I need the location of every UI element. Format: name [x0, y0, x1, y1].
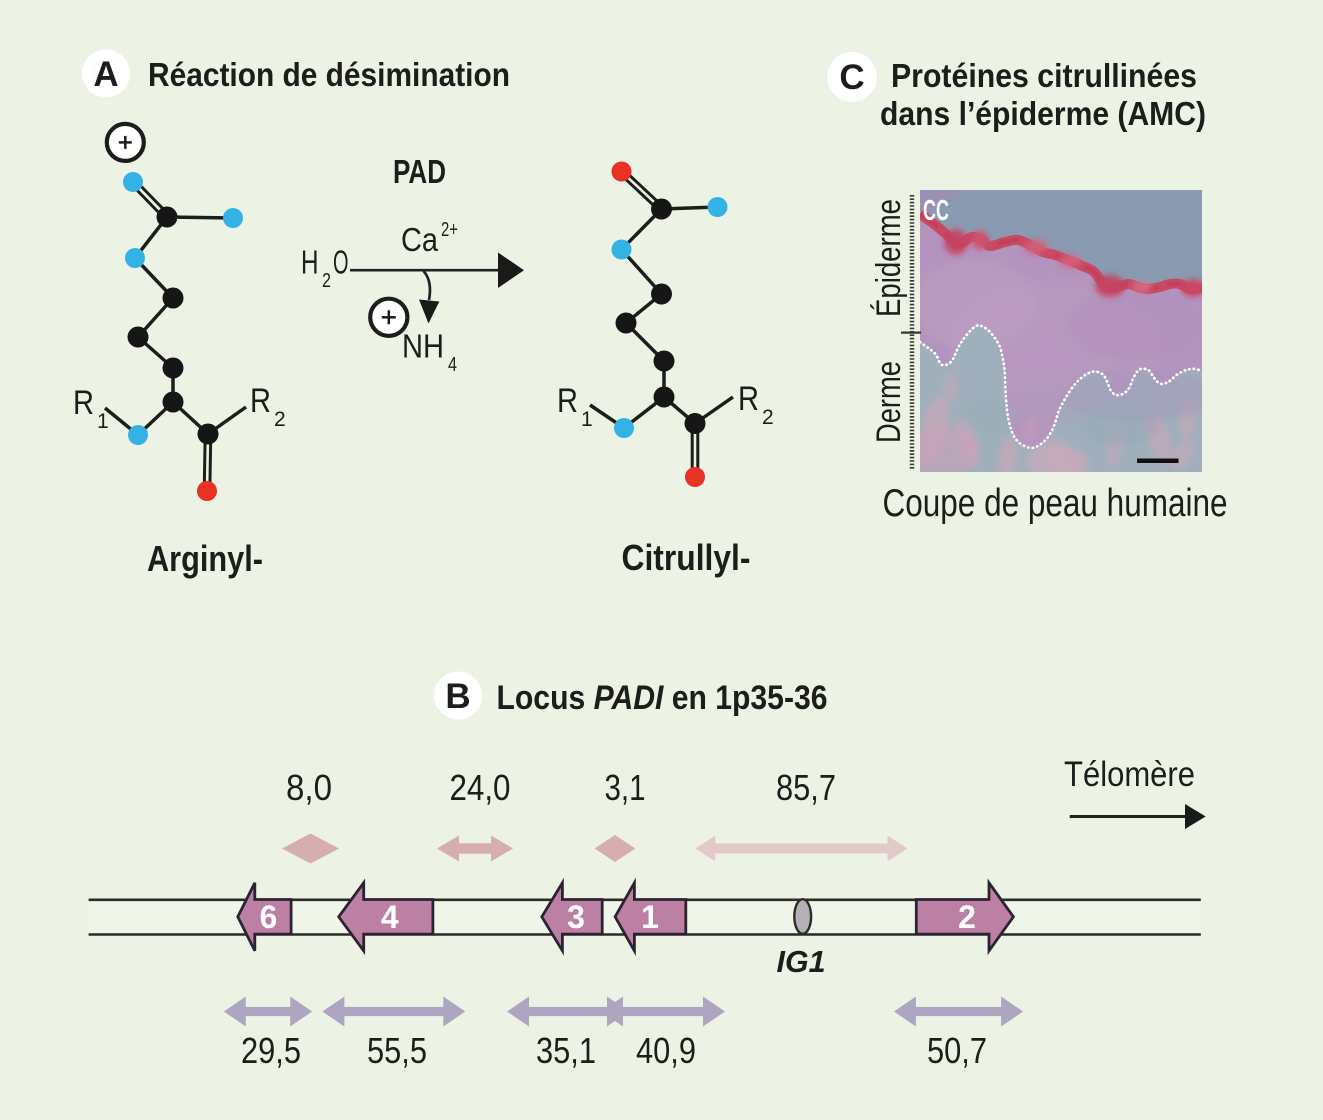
svg-text:4: 4	[448, 354, 457, 376]
svg-text:29,5: 29,5	[241, 1030, 301, 1071]
svg-text:Arginyl-: Arginyl-	[147, 538, 263, 579]
svg-text:50,7: 50,7	[927, 1030, 987, 1071]
svg-text:C: C	[839, 58, 864, 97]
svg-text:24,0: 24,0	[450, 767, 511, 808]
svg-text:PAD: PAD	[393, 153, 446, 190]
svg-text:Ca: Ca	[401, 221, 439, 258]
svg-text:2: 2	[762, 406, 774, 429]
svg-text:R: R	[738, 380, 759, 418]
svg-text:2+: 2+	[441, 219, 458, 241]
svg-text:55,5: 55,5	[367, 1030, 427, 1071]
svg-text:A: A	[93, 55, 118, 94]
svg-text:3,1: 3,1	[605, 767, 646, 808]
svg-text:2: 2	[322, 270, 331, 292]
svg-text:85,7: 85,7	[776, 767, 836, 808]
svg-text:3: 3	[567, 899, 585, 935]
svg-text:R: R	[73, 384, 94, 422]
svg-text:Locus PADI en 1p35-36: Locus PADI en 1p35-36	[497, 679, 828, 717]
svg-text:R: R	[250, 382, 271, 420]
svg-text:B: B	[445, 677, 470, 716]
svg-text:O: O	[333, 244, 349, 281]
svg-text:6: 6	[260, 899, 278, 935]
svg-text:Télomère: Télomère	[1064, 755, 1195, 794]
svg-text:H: H	[301, 244, 319, 281]
svg-text:NH: NH	[402, 328, 444, 365]
svg-text:40,9: 40,9	[636, 1030, 696, 1071]
svg-text:Protéines citrullinées: Protéines citrullinées	[891, 57, 1197, 94]
svg-text:Épiderme: Épiderme	[870, 199, 908, 317]
svg-text:35,1: 35,1	[536, 1030, 596, 1071]
svg-text:Réaction de désimination: Réaction de désimination	[148, 56, 510, 93]
svg-text:CC: CC	[923, 195, 949, 227]
svg-text:1: 1	[97, 410, 109, 433]
svg-text:Citrullyl-: Citrullyl-	[622, 537, 751, 578]
svg-text:1: 1	[581, 408, 593, 431]
svg-text:IG1: IG1	[777, 944, 826, 979]
svg-text:2: 2	[958, 899, 976, 935]
svg-text:Coupe de peau humaine: Coupe de peau humaine	[883, 482, 1228, 525]
svg-text:2: 2	[274, 408, 286, 431]
svg-text:dans l’épiderme (AMC): dans l’épiderme (AMC)	[880, 95, 1206, 132]
svg-text:R: R	[557, 382, 578, 420]
svg-text:8,0: 8,0	[286, 767, 332, 808]
svg-text:1: 1	[641, 899, 659, 935]
svg-text:Derme: Derme	[870, 361, 908, 443]
svg-text:4: 4	[381, 899, 399, 935]
